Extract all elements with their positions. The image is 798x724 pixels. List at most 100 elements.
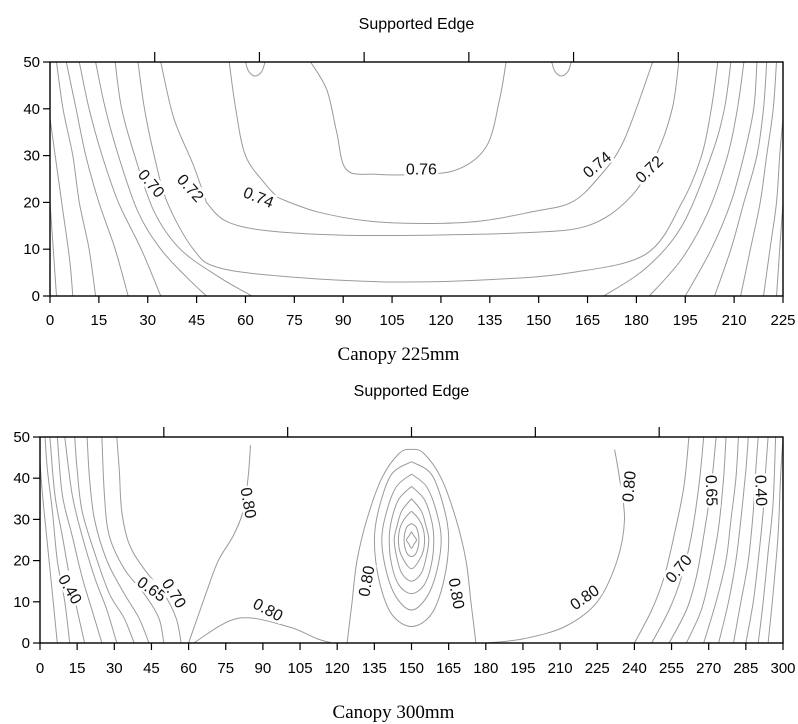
x-tick-label: 15 bbox=[69, 660, 86, 677]
x-tick-label: 45 bbox=[143, 660, 160, 677]
contour-line bbox=[745, 437, 769, 643]
contour-label: 0.80 bbox=[356, 564, 378, 598]
contour-label-bg bbox=[446, 575, 468, 612]
contour-line bbox=[767, 437, 783, 643]
contour-line bbox=[740, 62, 777, 296]
x-tick-label: 165 bbox=[575, 312, 600, 329]
contour-line bbox=[403, 523, 420, 558]
contour-label: 0.80 bbox=[445, 577, 467, 611]
contour-label-bg bbox=[55, 570, 87, 608]
y-tick-label: 10 bbox=[23, 241, 40, 258]
x-tick-label: 60 bbox=[180, 660, 197, 677]
contour-line bbox=[228, 62, 279, 199]
y-tick-label: 40 bbox=[13, 470, 30, 487]
contour-label-bg bbox=[565, 580, 603, 614]
x-tick-label: 195 bbox=[510, 660, 535, 677]
y-tick-label: 50 bbox=[23, 54, 40, 71]
y-tick-label: 20 bbox=[13, 553, 30, 570]
contour-line bbox=[50, 118, 74, 296]
contour-line bbox=[551, 62, 572, 77]
contour-label-bg bbox=[703, 473, 721, 508]
x-tick-label: 150 bbox=[526, 312, 551, 329]
plot-frame bbox=[39, 436, 784, 644]
x-tick-label: 180 bbox=[473, 660, 498, 677]
contour-line bbox=[188, 445, 251, 643]
contour-line bbox=[714, 62, 768, 296]
y-tick-label: 30 bbox=[13, 511, 30, 528]
contour-line bbox=[56, 437, 103, 643]
contour-label: 0.76 bbox=[406, 162, 437, 179]
x-tick-label: 90 bbox=[255, 660, 272, 677]
contour-line bbox=[718, 437, 749, 643]
plot-frame bbox=[49, 61, 784, 297]
contour-label-bg bbox=[630, 151, 667, 187]
contour-label-bg bbox=[753, 473, 771, 508]
y-tick-label: 0 bbox=[32, 288, 40, 305]
contour-label: 0.80 bbox=[620, 470, 640, 503]
contour-line bbox=[633, 437, 690, 643]
x-tick-label: 150 bbox=[399, 660, 424, 677]
contour-label-bg bbox=[618, 468, 638, 504]
y-tick-label: 40 bbox=[23, 101, 40, 118]
contour-line bbox=[206, 62, 680, 237]
x-tick-label: 135 bbox=[477, 312, 502, 329]
x-tick-label: 0 bbox=[36, 660, 44, 677]
x-tick-label: 285 bbox=[733, 660, 758, 677]
contour-line bbox=[86, 437, 150, 643]
contour-line bbox=[65, 62, 129, 296]
x-tick-label: 240 bbox=[622, 660, 647, 677]
contour-line bbox=[50, 202, 57, 296]
x-tick-label: 135 bbox=[362, 660, 387, 677]
contour-label-bg bbox=[355, 562, 377, 600]
contour-line bbox=[245, 62, 266, 77]
contour-line bbox=[56, 62, 97, 296]
contour-line bbox=[649, 62, 745, 296]
contour-label-bg bbox=[661, 550, 696, 587]
contour-label-bg bbox=[404, 160, 439, 177]
x-tick-label: 90 bbox=[335, 312, 352, 329]
contour-line bbox=[160, 62, 207, 203]
contour-label-bg bbox=[134, 164, 169, 202]
contour-line bbox=[485, 449, 626, 643]
chart-title: Supported Edge bbox=[354, 383, 470, 400]
x-tick-label: 165 bbox=[436, 660, 461, 677]
contour-label-bg bbox=[158, 574, 191, 612]
x-tick-label: 210 bbox=[722, 312, 747, 329]
x-tick-label: 105 bbox=[380, 312, 405, 329]
contour-line bbox=[398, 510, 425, 570]
x-tick-label: 255 bbox=[659, 660, 684, 677]
y-tick-label: 30 bbox=[23, 148, 40, 165]
contour-lines bbox=[40, 437, 783, 643]
contour-line bbox=[757, 437, 777, 643]
contour-line bbox=[346, 448, 477, 643]
contour-line bbox=[74, 437, 135, 643]
contour-line bbox=[668, 437, 717, 643]
contour-line bbox=[684, 62, 758, 296]
x-tick-label: 45 bbox=[188, 312, 205, 329]
contour-line bbox=[310, 62, 507, 176]
contour-line bbox=[64, 437, 118, 643]
contour-label: 0.80 bbox=[236, 486, 258, 520]
contour-label: 0.65 bbox=[702, 475, 720, 507]
contour-label-bg bbox=[238, 484, 260, 521]
contour-line bbox=[193, 617, 333, 643]
contour-line bbox=[388, 486, 435, 595]
x-tick-label: 225 bbox=[585, 660, 610, 677]
y-tick-label: 10 bbox=[13, 594, 30, 611]
contour-line bbox=[685, 437, 727, 643]
x-tick-label: 0 bbox=[46, 312, 54, 329]
contour-line bbox=[78, 62, 162, 296]
contour-line bbox=[44, 437, 71, 643]
x-tick-label: 75 bbox=[217, 660, 234, 677]
contour-line bbox=[277, 62, 654, 225]
contour-line bbox=[703, 437, 739, 643]
contour-line bbox=[95, 62, 207, 296]
contour-line bbox=[116, 437, 182, 643]
contour-label-bg bbox=[173, 169, 209, 206]
y-tick-label: 50 bbox=[13, 429, 30, 446]
contour-line bbox=[651, 437, 705, 643]
x-tick-label: 75 bbox=[286, 312, 303, 329]
